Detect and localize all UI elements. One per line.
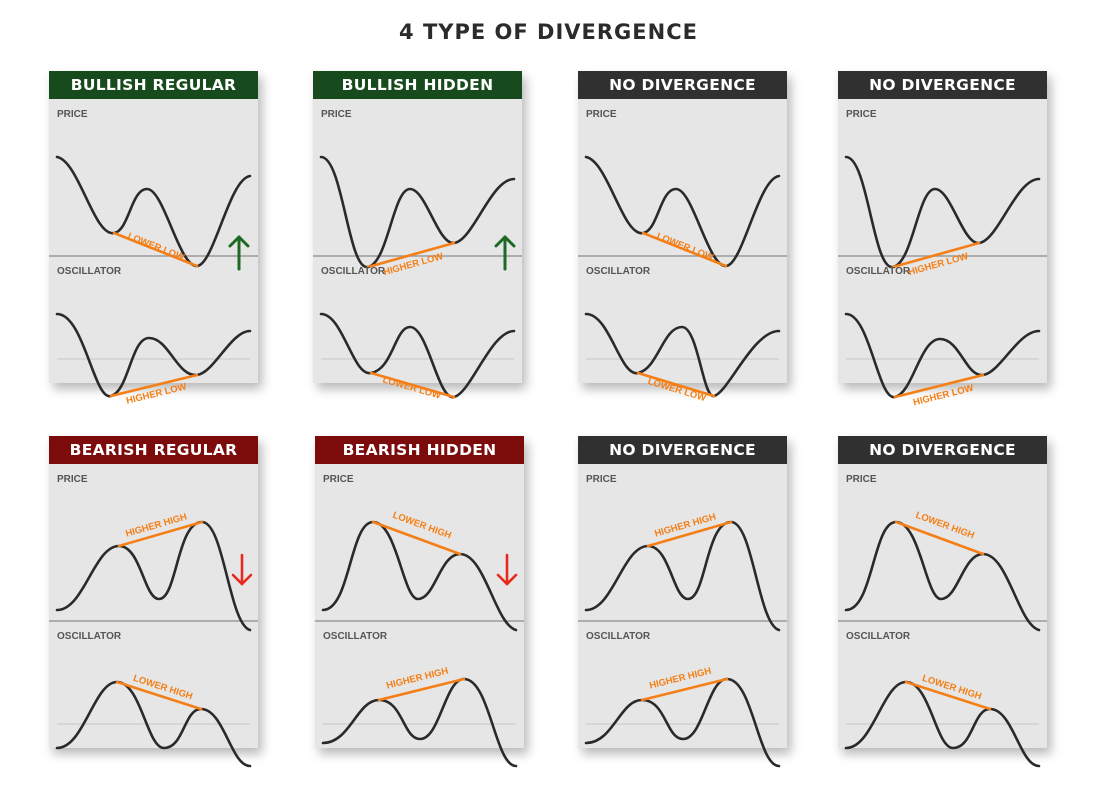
price-curve bbox=[321, 520, 518, 632]
price-panel-label: PRICE bbox=[57, 474, 88, 485]
page-title: 4 TYPE OF DIVERGENCE bbox=[399, 20, 698, 44]
price-line-label: LOWER HIGH bbox=[391, 510, 453, 542]
divergence-card-no-divergence-3: NO DIVERGENCE HIGHER HIGH HIGHER HIGH PR… bbox=[578, 436, 787, 768]
oscillator-curve bbox=[321, 677, 518, 768]
oscillator-line-label: HIGHER LOW bbox=[912, 383, 975, 409]
price-trend-line bbox=[894, 520, 985, 556]
card-title: BULLISH REGULAR bbox=[49, 71, 258, 99]
card-title: NO DIVERGENCE bbox=[838, 436, 1047, 464]
price-trend-line bbox=[366, 241, 456, 269]
oscillator-line-label: HIGHER HIGH bbox=[385, 666, 449, 692]
price-curve bbox=[584, 520, 781, 632]
arrow-down-icon bbox=[231, 553, 253, 586]
oscillator-trend-line bbox=[369, 371, 456, 399]
card-body: HIGHER HIGH HIGHER HIGH PRICE OSCILLATOR bbox=[578, 464, 787, 768]
card-title: NO DIVERGENCE bbox=[578, 71, 787, 99]
card-body: HIGHER LOW LOWER LOW PRICE OSCILLATOR bbox=[313, 99, 522, 402]
divergence-card-no-divergence-1: NO DIVERGENCE LOWER LOW LOWER LOW PRICE … bbox=[578, 71, 787, 404]
price-panel-label: PRICE bbox=[586, 474, 617, 485]
card-body: LOWER LOW LOWER LOW PRICE OSCILLATOR bbox=[578, 99, 787, 404]
card-title: NO DIVERGENCE bbox=[578, 436, 787, 464]
divergence-diagram: HIGHER HIGH LOWER HIGH bbox=[49, 511, 258, 768]
price-curve bbox=[844, 520, 1041, 632]
oscillator-curve bbox=[55, 312, 252, 398]
divergence-diagram: HIGHER LOW LOWER LOW bbox=[313, 155, 522, 402]
oscillator-trend-line bbox=[904, 680, 992, 711]
price-panel-label: PRICE bbox=[846, 109, 877, 120]
oscillator-curve bbox=[319, 312, 516, 399]
card-body: LOWER HIGH LOWER HIGH PRICE OSCILLATOR bbox=[838, 464, 1047, 768]
price-panel-label: PRICE bbox=[586, 109, 617, 120]
oscillator-trend-line bbox=[109, 373, 199, 398]
price-trend-line bbox=[117, 520, 204, 548]
divergence-card-bullish-regular: BULLISH REGULAR LOWER LOW HIGHER LOW PRI… bbox=[49, 71, 258, 407]
divergence-card-no-divergence-2: NO DIVERGENCE HIGHER LOW HIGHER LOW PRIC… bbox=[838, 71, 1047, 408]
arrow-up-icon bbox=[228, 235, 250, 271]
divergence-card-bearish-hidden: BEARISH HIDDEN LOWER HIGH HIGHER HIGH PR… bbox=[315, 436, 524, 768]
price-panel-label: PRICE bbox=[323, 474, 354, 485]
oscillator-curve bbox=[844, 680, 1041, 768]
card-body: LOWER HIGH HIGHER HIGH PRICE OSCILLATOR bbox=[315, 464, 524, 768]
oscillator-panel-label: OSCILLATOR bbox=[323, 631, 388, 642]
oscillator-trend-line bbox=[640, 677, 729, 702]
divergence-card-no-divergence-4: NO DIVERGENCE LOWER HIGH LOWER HIGH PRIC… bbox=[838, 436, 1047, 768]
divergence-diagram: LOWER HIGH LOWER HIGH bbox=[838, 510, 1047, 768]
oscillator-panel-label: OSCILLATOR bbox=[321, 266, 386, 277]
card-body: HIGHER LOW HIGHER LOW PRICE OSCILLATOR bbox=[838, 99, 1047, 408]
oscillator-panel-label: OSCILLATOR bbox=[586, 631, 651, 642]
divergence-card-bullish-hidden: BULLISH HIDDEN HIGHER LOW LOWER LOW PRIC… bbox=[313, 71, 522, 402]
price-panel-label: PRICE bbox=[57, 109, 88, 120]
oscillator-trend-line bbox=[893, 373, 985, 399]
price-curve bbox=[319, 155, 516, 269]
oscillator-panel-label: OSCILLATOR bbox=[846, 631, 911, 642]
card-title: BEARISH HIDDEN bbox=[315, 436, 524, 464]
price-curve bbox=[55, 520, 252, 632]
card-body: HIGHER HIGH LOWER HIGH PRICE OSCILLATOR bbox=[49, 464, 258, 768]
price-panel-label: PRICE bbox=[846, 474, 877, 485]
oscillator-panel-label: OSCILLATOR bbox=[57, 631, 122, 642]
price-line-label: LOWER LOW bbox=[126, 231, 186, 263]
oscillator-curve bbox=[844, 312, 1041, 399]
card-title: NO DIVERGENCE bbox=[838, 71, 1047, 99]
card-title: BEARISH REGULAR bbox=[49, 436, 258, 464]
oscillator-curve bbox=[584, 312, 781, 398]
oscillator-panel-label: OSCILLATOR bbox=[57, 266, 122, 277]
card-body: LOWER LOW HIGHER LOW PRICE OSCILLATOR bbox=[49, 99, 258, 407]
price-line-label: LOWER LOW bbox=[655, 231, 715, 263]
price-panel-label: PRICE bbox=[321, 109, 352, 120]
arrow-down-icon bbox=[496, 553, 518, 586]
arrow-up-icon bbox=[494, 235, 516, 271]
divergence-diagram: HIGHER HIGH HIGHER HIGH bbox=[578, 511, 787, 768]
price-line-label: LOWER HIGH bbox=[914, 510, 976, 542]
divergence-diagram: LOWER HIGH HIGHER HIGH bbox=[315, 510, 524, 768]
price-trend-line bbox=[641, 231, 728, 268]
card-title: BULLISH HIDDEN bbox=[313, 71, 522, 99]
oscillator-line-label: LOWER LOW bbox=[646, 376, 707, 404]
divergence-card-bearish-regular: BEARISH REGULAR HIGHER HIGH LOWER HIGH P… bbox=[49, 436, 258, 768]
oscillator-trend-line bbox=[115, 680, 203, 711]
divergence-diagram: LOWER LOW HIGHER LOW bbox=[49, 155, 258, 407]
divergence-diagram: HIGHER LOW HIGHER LOW bbox=[838, 155, 1047, 408]
oscillator-line-label: LOWER LOW bbox=[381, 374, 442, 401]
oscillator-curve bbox=[55, 680, 252, 768]
price-trend-line bbox=[891, 241, 981, 269]
oscillator-trend-line bbox=[636, 371, 716, 398]
oscillator-trend-line bbox=[377, 677, 466, 702]
price-curve bbox=[844, 155, 1041, 269]
divergence-diagram: LOWER LOW LOWER LOW bbox=[578, 155, 787, 404]
price-trend-line bbox=[371, 520, 462, 556]
price-trend-line bbox=[646, 520, 733, 548]
oscillator-curve bbox=[584, 677, 781, 768]
oscillator-line-label: HIGHER HIGH bbox=[648, 666, 712, 692]
price-curve bbox=[584, 155, 781, 268]
price-trend-line bbox=[112, 231, 199, 268]
oscillator-panel-label: OSCILLATOR bbox=[586, 266, 651, 277]
oscillator-panel-label: OSCILLATOR bbox=[846, 266, 911, 277]
price-curve bbox=[55, 155, 252, 268]
